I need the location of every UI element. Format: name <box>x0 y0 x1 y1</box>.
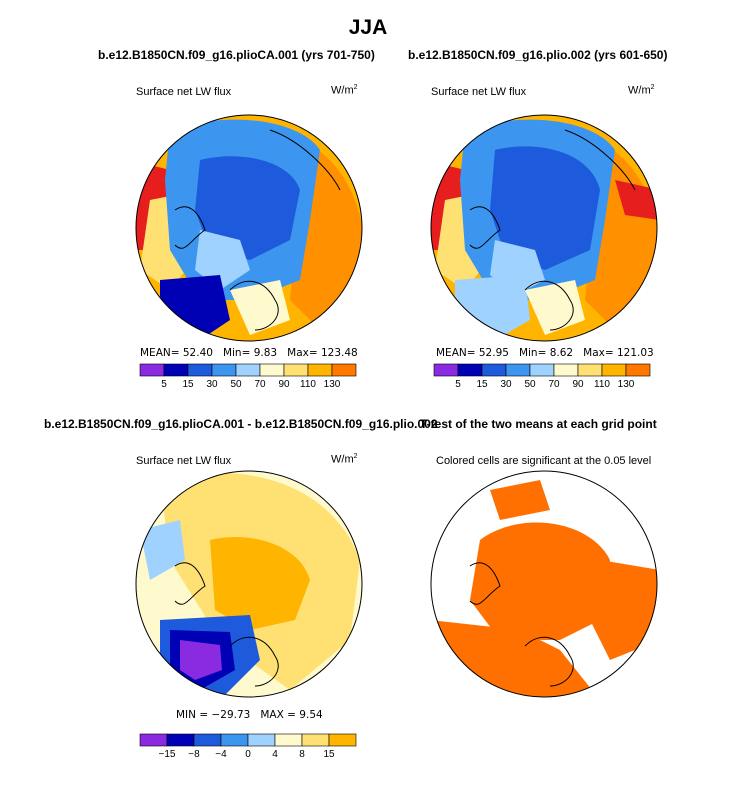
p3-light-blue-w <box>140 520 185 580</box>
panel1-colorbar-swatch <box>187 363 213 377</box>
panel4-map-border <box>430 470 658 698</box>
panel3-title: b.e12.B1850CN.f09_g16.plioCA.001 - b.e12… <box>44 417 438 431</box>
panel1-colorbar-swatch <box>259 363 285 377</box>
panel1-colorbar-swatch <box>331 363 357 377</box>
panel3-colorbar-tick-label: 8 <box>299 749 305 760</box>
panel2-colorbar-tick-label: 130 <box>617 379 635 390</box>
panel2-colorbar-swatch <box>625 363 651 377</box>
p2-coast-w <box>469 206 501 249</box>
panel1-colorbar-swatch <box>163 363 189 377</box>
panel2-colorbar-swatch <box>481 363 507 377</box>
panel3-colorbar-swatch <box>166 733 195 747</box>
p4-sig-north <box>490 480 550 520</box>
panel3-colorbar-tick-label: −15 <box>158 749 176 760</box>
panel1-colorbar-tick-label: 90 <box>278 379 290 390</box>
panel2-colorbar-tick-label: 15 <box>476 379 488 390</box>
panel1-map <box>136 115 362 341</box>
panel3-stats: MIN = −29.73 MAX = 9.54 <box>176 709 323 721</box>
p4-sig-center <box>470 522 610 640</box>
p1-light-europe <box>230 280 290 335</box>
panel3-colorbar-tick-label: 15 <box>323 749 335 760</box>
panel2-colorbar-swatch <box>457 363 483 377</box>
panel2-colorbar-swatch <box>553 363 579 377</box>
panel1-colorbar-swatch <box>307 363 333 377</box>
panel1-colorbar-tick-label: 15 <box>182 379 194 390</box>
panel2-colorbar-tick-label: 90 <box>572 379 584 390</box>
panel1-colorbar-swatch <box>283 363 309 377</box>
panel3-units: W/m2 <box>331 453 358 466</box>
panel1-units: W/m2 <box>331 84 358 97</box>
panel3-colorbar-swatch <box>328 733 357 747</box>
panel4-note: Colored cells are significant at the 0.0… <box>436 455 652 467</box>
panel2-colorbar-tick-label: 70 <box>548 379 560 390</box>
panel2-colorbar-swatch <box>529 363 555 377</box>
panel4-map <box>431 471 657 697</box>
panel3-colorbar-swatch <box>193 733 222 747</box>
panel2-colorbar-tick-label: 30 <box>500 379 512 390</box>
panel3-colorbar-tick-label: 4 <box>272 749 278 760</box>
panel1-colorbar-tick-label: 5 <box>161 379 167 390</box>
p2-light-europe <box>525 280 585 335</box>
panel1-colorbar-tick-label: 50 <box>230 379 242 390</box>
p2-coast-s <box>524 280 574 331</box>
p4-coast-w <box>469 562 501 605</box>
p1-light-patch <box>195 230 250 290</box>
panel1-stats: MEAN= 52.40 Min= 9.83 Max= 123.48 <box>140 347 358 359</box>
p1-coast-w <box>174 206 206 249</box>
panel3-colorbar-swatch <box>274 733 303 747</box>
panel3-colorbar-tick-label: −4 <box>215 749 227 760</box>
panel3-variable: Surface net LW flux <box>136 455 232 467</box>
panel1-colorbar-swatch <box>139 363 165 377</box>
main-title: JJA <box>348 16 388 39</box>
p2-red-east <box>615 180 657 220</box>
panel4-title: T-test of the two means at each grid poi… <box>420 417 657 431</box>
panel3-colorbar-swatch <box>139 733 168 747</box>
panel2-map <box>431 115 657 341</box>
panel1-variable: Surface net LW flux <box>136 86 232 98</box>
panel1-map-border <box>135 114 363 342</box>
panel1-colorbar-tick-label: 110 <box>300 379 316 390</box>
panel2-colorbar-tick-label: 50 <box>524 379 536 390</box>
panel3-colorbar-swatch <box>247 733 276 747</box>
p3-coast-s <box>229 636 279 687</box>
panel2-colorbar-tick-label: 110 <box>594 379 610 390</box>
panel3-map <box>136 471 362 697</box>
p1-arctic-core <box>195 156 300 260</box>
panel3-colorbar-swatch <box>301 733 330 747</box>
panel2-variable: Surface net LW flux <box>431 86 527 98</box>
panel2-colorbar-swatch <box>601 363 627 377</box>
p1-coast-s <box>229 280 279 331</box>
panel2-colorbar-swatch <box>505 363 531 377</box>
panel1-colorbar-swatch <box>211 363 237 377</box>
panel2-units: W/m2 <box>628 84 655 97</box>
panel3-colorbar-tick-label: −8 <box>188 749 200 760</box>
panel3-colorbar-swatch <box>220 733 249 747</box>
p2-arctic-core <box>490 146 600 270</box>
panel2-colorbar-tick-label: 5 <box>455 379 461 390</box>
p3-coast-w <box>174 562 206 605</box>
panel2-stats: MEAN= 52.95 Min= 8.62 Max= 121.03 <box>436 347 654 359</box>
panel2-title: b.e12.B1850CN.f09_g16.plio.002 (yrs 601-… <box>408 48 668 62</box>
panel1-title: b.e12.B1850CN.f09_g16.plioCA.001 (yrs 70… <box>98 48 375 62</box>
panel1-colorbar-swatch <box>235 363 261 377</box>
panel3-colorbar-tick-label: 0 <box>245 749 251 760</box>
panel1-colorbar-tick-label: 30 <box>206 379 218 390</box>
panel3-map-border <box>135 470 363 698</box>
panel1-colorbar-tick-label: 130 <box>323 379 341 390</box>
panel2-colorbar-swatch <box>433 363 459 377</box>
p3-purple <box>180 640 222 680</box>
panel2-colorbar-swatch <box>577 363 603 377</box>
p1-coast-ne <box>269 129 341 191</box>
panel1-colorbar-tick-label: 70 <box>254 379 266 390</box>
p4-sig-east <box>590 560 657 660</box>
p2-coast-ne <box>564 129 636 191</box>
panel2-map-border <box>430 114 658 342</box>
p4-coast-s <box>524 636 574 687</box>
p3-orange-arctic <box>210 536 310 630</box>
